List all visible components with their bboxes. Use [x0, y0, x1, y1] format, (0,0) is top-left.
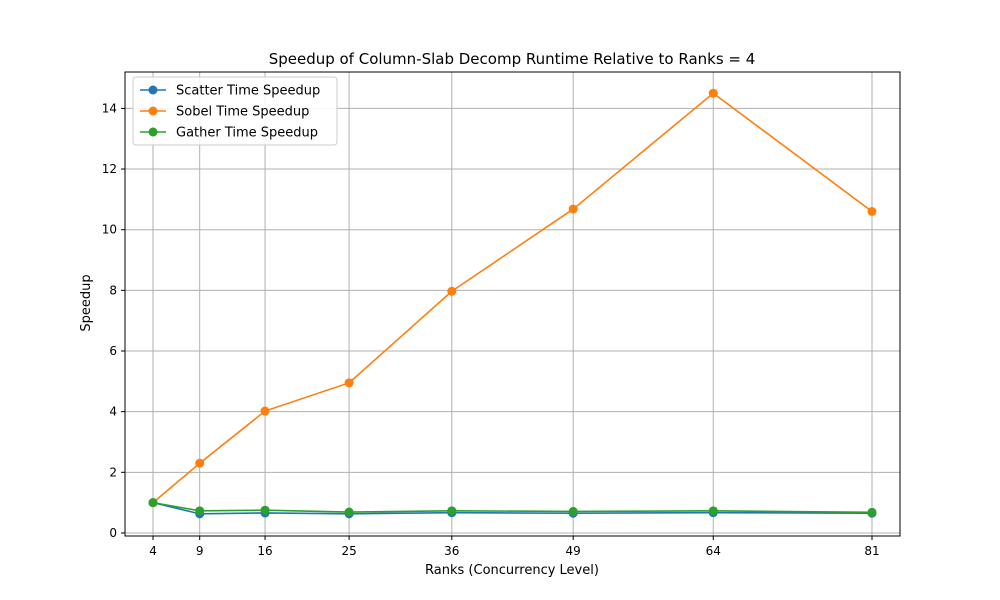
data-point — [867, 507, 877, 517]
legend-box — [132, 76, 338, 146]
series-line-0 — [152, 501, 872, 515]
data-point — [260, 406, 270, 416]
y-tick-label: 2 — [109, 465, 117, 479]
legend-label: Gather Time Speedup — [176, 126, 318, 141]
series-line-2 — [152, 501, 872, 514]
x-tick-label: 4 — [149, 544, 157, 558]
data-point — [708, 506, 718, 516]
data-point — [867, 207, 877, 217]
x-tick-label: 16 — [257, 544, 272, 558]
legend-swatch-marker — [148, 127, 158, 137]
x-tick-label: 49 — [566, 544, 581, 558]
series-lines — [148, 88, 877, 519]
data-point — [447, 286, 457, 296]
y-tick-label: 6 — [109, 344, 117, 358]
x-tick-label: 64 — [706, 544, 721, 558]
grid-lines — [125, 72, 900, 536]
y-tick-label: 10 — [102, 223, 117, 237]
data-point — [568, 506, 578, 516]
y-tick-label: 4 — [109, 405, 117, 419]
y-tick-label: 8 — [109, 283, 117, 297]
y-tick-label: 12 — [102, 162, 117, 176]
data-point — [568, 204, 578, 214]
legend-swatch-marker — [148, 85, 158, 95]
x-tick-label: 25 — [341, 544, 356, 558]
data-point — [708, 88, 718, 98]
series-line-1 — [152, 92, 873, 504]
data-point — [344, 378, 354, 388]
y-tick-label: 0 — [109, 526, 117, 540]
x-tick-label: 36 — [444, 544, 459, 558]
data-point — [447, 506, 457, 516]
x-tick-label: 81 — [864, 544, 879, 558]
data-point — [260, 505, 270, 515]
data-point — [195, 458, 205, 468]
chart-title: Speedup of Column-Slab Decomp Runtime Re… — [269, 50, 756, 68]
x-axis-label: Ranks (Concurrency Level) — [425, 563, 599, 578]
legend-label: Scatter Time Speedup — [176, 84, 320, 99]
legend-label: Sobel Time Speedup — [176, 105, 309, 120]
legend: Scatter Time Speedup Sobel Time Speedup Ga… — [132, 76, 338, 146]
legend-swatch-marker — [148, 106, 158, 116]
x-tick-label: 9 — [196, 544, 204, 558]
data-point — [195, 506, 205, 516]
y-axis-label: Speedup — [79, 274, 94, 331]
plot-area-frame — [124, 71, 901, 537]
data-point — [148, 498, 158, 508]
y-tick-label: 14 — [102, 101, 117, 115]
data-point — [344, 507, 354, 517]
